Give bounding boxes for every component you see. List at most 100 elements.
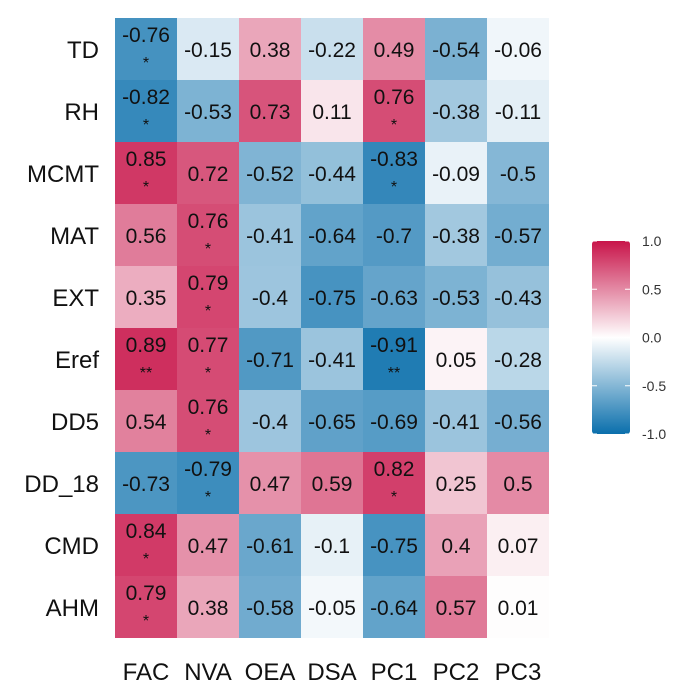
cell-significance-marker: * xyxy=(205,241,211,258)
cell-value-label: -0.91 xyxy=(370,334,418,357)
cell-significance-marker: * xyxy=(391,179,397,196)
heatmap-cell: 0.73 xyxy=(239,80,301,142)
cell-rect xyxy=(363,514,425,576)
heatmap-cell: -0.41 xyxy=(301,328,363,390)
heatmap-cell: 0.07 xyxy=(487,514,549,576)
cell-value-label: -0.64 xyxy=(370,597,418,620)
cell-value-label: 0.11 xyxy=(312,101,351,124)
cell-significance-marker: * xyxy=(143,613,149,630)
heatmap-cell: -0.7 xyxy=(363,204,425,266)
cell-rect xyxy=(301,390,363,452)
legend-tick-label: -1.0 xyxy=(642,426,666,442)
cell-rect xyxy=(425,80,487,142)
cell-rect xyxy=(177,80,239,142)
cell-rect xyxy=(115,204,177,266)
cell-value-label: -0.64 xyxy=(308,225,356,248)
heatmap-cell: 0.84 * xyxy=(115,514,177,576)
cell-significance-marker: * xyxy=(143,55,149,72)
heatmap-cell: 0.38 xyxy=(239,18,301,80)
cell-rect xyxy=(425,390,487,452)
heatmap-cell: -0.69 xyxy=(363,390,425,452)
column-label: PC1 xyxy=(371,659,418,686)
cell-value-label: -0.06 xyxy=(494,39,542,62)
cell-value-label: -0.53 xyxy=(432,287,480,310)
cell-rect xyxy=(301,80,363,142)
cell-value-label: -0.41 xyxy=(308,349,356,372)
heatmap-cell: -0.65 xyxy=(301,390,363,452)
cell-rect xyxy=(487,18,549,80)
cell-value-label: 0.47 xyxy=(250,473,291,496)
row-label: RH xyxy=(64,99,99,126)
heatmap-cell: -0.11 xyxy=(487,80,549,142)
row-label: DD5 xyxy=(51,409,99,436)
cell-value-label: 0.35 xyxy=(126,287,167,310)
cell-value-label: -0.38 xyxy=(432,101,480,124)
heatmap-cell: -0.63 xyxy=(363,266,425,328)
cell-rect xyxy=(363,576,425,638)
cell-value-label: -0.41 xyxy=(432,411,480,434)
heatmap-cell: 0.47 xyxy=(177,514,239,576)
cell-significance-marker: ** xyxy=(388,365,400,382)
heatmap-cell: -0.79 * xyxy=(177,452,239,514)
heatmap-cell: -0.71 xyxy=(239,328,301,390)
cell-value-label: 0.5 xyxy=(503,473,532,496)
cell-value-label: 0.72 xyxy=(188,163,229,186)
cell-rect xyxy=(177,514,239,576)
cell-value-label: -0.82 xyxy=(122,86,170,109)
heatmap-cell: 0.38 xyxy=(177,576,239,638)
cell-rect xyxy=(177,576,239,638)
heatmap-cell: -0.4 xyxy=(239,390,301,452)
cell-rect xyxy=(115,328,177,390)
heatmap-cell: -0.75 xyxy=(363,514,425,576)
cell-significance-marker: * xyxy=(205,303,211,320)
heatmap-cell: -0.83 * xyxy=(363,142,425,204)
cell-value-label: -0.57 xyxy=(494,225,542,248)
cell-value-label: -0.61 xyxy=(246,535,294,558)
heatmap-cell: -0.15 xyxy=(177,18,239,80)
heatmap-cell: 0.01 xyxy=(487,576,549,638)
cell-rect xyxy=(301,142,363,204)
heatmap-cell: 0.05 xyxy=(425,328,487,390)
cell-rect xyxy=(239,514,301,576)
row-labels: TD RH MCMT MAT EXT Eref DD5 DD_18 CMD AHM xyxy=(24,37,99,622)
cell-value-label: -0.75 xyxy=(370,535,418,558)
cell-rect xyxy=(177,266,239,328)
cell-significance-marker: * xyxy=(143,117,149,134)
heatmap-cell: 0.25 xyxy=(425,452,487,514)
cell-rect xyxy=(301,576,363,638)
column-label: DSA xyxy=(307,659,356,686)
heatmap-cell: -0.64 xyxy=(363,576,425,638)
cell-value-label: -0.65 xyxy=(308,411,356,434)
cell-value-label: 0.73 xyxy=(250,101,291,124)
heatmap-cell: 0.79 * xyxy=(115,576,177,638)
heatmap-cell: -0.53 xyxy=(425,266,487,328)
cell-rect xyxy=(363,390,425,452)
cell-rect xyxy=(115,266,177,328)
cell-rect xyxy=(425,266,487,328)
legend-tick-label: 1.0 xyxy=(642,233,662,249)
cell-rect xyxy=(177,452,239,514)
legend-tick-label: 0.0 xyxy=(642,330,662,346)
cell-rect xyxy=(487,266,549,328)
cell-rect xyxy=(363,452,425,514)
heatmap-cell: -0.82 * xyxy=(115,80,177,142)
cell-rect xyxy=(239,80,301,142)
cell-significance-marker: * xyxy=(143,179,149,196)
cell-rect xyxy=(177,142,239,204)
cell-rect xyxy=(239,390,301,452)
heatmap-cell: 0.89 ** xyxy=(115,328,177,390)
cell-value-label: 0.57 xyxy=(436,597,477,620)
heatmap-cell: 0.82 * xyxy=(363,452,425,514)
heatmap-cell: 0.49 xyxy=(363,18,425,80)
heatmap-cell: -0.76 * xyxy=(115,18,177,80)
cell-value-label: 0.01 xyxy=(498,597,539,620)
cell-value-label: -0.4 xyxy=(252,287,289,310)
cell-value-label: 0.77 xyxy=(188,334,229,357)
cell-value-label: -0.11 xyxy=(495,101,541,124)
heatmap-cell: -0.38 xyxy=(425,80,487,142)
cell-rect xyxy=(177,204,239,266)
heatmap-cell: -0.41 xyxy=(239,204,301,266)
cell-significance-marker: ** xyxy=(140,365,152,382)
cell-value-label: -0.52 xyxy=(246,163,294,186)
cell-value-label: 0.82 xyxy=(374,458,415,481)
